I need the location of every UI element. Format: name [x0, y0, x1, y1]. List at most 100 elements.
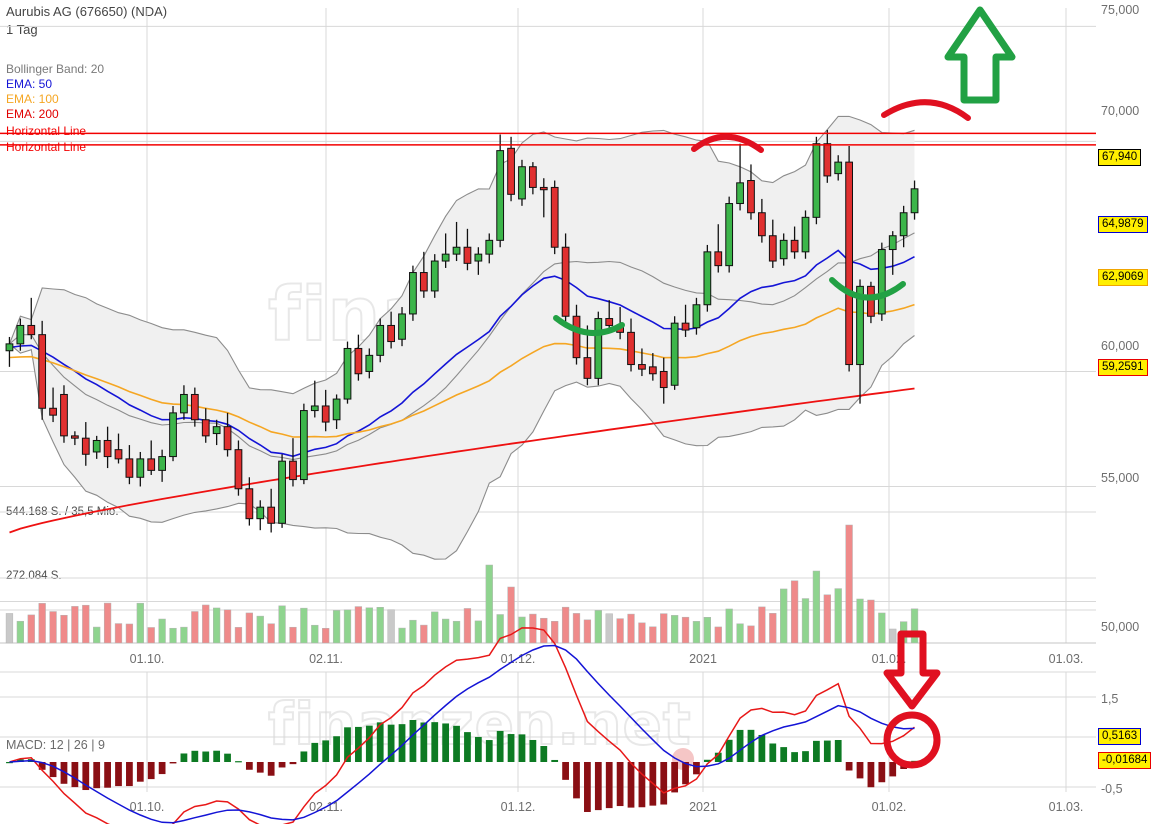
macd-histogram-bar [485, 740, 493, 762]
macd-histogram-bar [180, 753, 188, 762]
candle-body [256, 506, 265, 520]
volume-bar [703, 617, 711, 644]
volume-bar [561, 606, 570, 644]
macd-histogram-bar [791, 752, 798, 762]
volume-bar [889, 628, 897, 644]
volume-bar [387, 609, 395, 644]
candle-body [670, 322, 679, 386]
macd-histogram-bar [311, 742, 319, 762]
macd-histogram-bar [671, 762, 679, 793]
x-axis-tick-5: 01.03. [1048, 652, 1084, 666]
candle-body [201, 419, 210, 437]
macd-histogram-bar [202, 751, 210, 762]
volume-bar [616, 618, 624, 644]
candle-body [529, 166, 537, 188]
volume-bar [507, 586, 515, 644]
volume-bar [452, 620, 461, 644]
indicator-horizontal-line-2[interactable]: Horizontal Line [6, 140, 87, 154]
volume-bar [158, 618, 166, 644]
macd-histogram-bar [278, 762, 286, 768]
macd-histogram-bar [464, 732, 471, 762]
candle-body [430, 260, 439, 292]
macd-axis-tick-upper: 1,5 [1101, 692, 1119, 706]
candle-body [758, 212, 766, 237]
candle-body [125, 458, 134, 478]
candle-body [169, 412, 177, 458]
indicator-ema-200[interactable]: EMA: 200 [6, 107, 59, 121]
candle-body [910, 188, 919, 214]
volume-bar [474, 620, 482, 644]
macd-axis-tick-lower: -0,5 [1101, 782, 1123, 796]
candle-body [867, 285, 875, 317]
indicator-ema-100[interactable]: EMA: 100 [6, 92, 59, 106]
volume-bar [878, 612, 886, 644]
candle-body [834, 161, 843, 175]
volume-bar [5, 613, 14, 644]
candle-body [561, 246, 570, 317]
candle-body [496, 150, 505, 241]
candle-body [158, 456, 166, 471]
volume-bar [245, 612, 253, 644]
candle-body [92, 439, 101, 453]
volume-bar [736, 623, 744, 644]
macd-histogram-bar [355, 726, 362, 762]
candle-body [790, 239, 799, 253]
volume-bar [311, 624, 319, 644]
volume-bar [256, 615, 264, 644]
macd-histogram-bar [638, 762, 646, 808]
macd-histogram-bar [518, 734, 526, 762]
indicator-horizontal-line-1[interactable]: Horizontal Line [6, 124, 87, 138]
candle-body [398, 313, 406, 340]
macd-histogram-bar [387, 724, 395, 762]
y-axis-tick-70000: 70,000 [1101, 104, 1140, 118]
volume-label-mid: 272.084 S. [6, 570, 62, 582]
bollinger-band-fill [9, 116, 915, 560]
volume-bar [485, 564, 493, 644]
macd-histogram-bar [878, 762, 886, 783]
candle-body [136, 458, 145, 478]
macd-histogram [6, 719, 918, 812]
volume-bar [409, 619, 417, 644]
macd-histogram-bar [758, 734, 766, 762]
macd-histogram-bar [333, 736, 340, 762]
volume-bar [496, 614, 504, 644]
resistance-arc-2-annotation [881, 99, 971, 121]
macd-histogram-bar [845, 762, 853, 771]
candle-body [365, 354, 374, 372]
macd-histogram-bar [235, 761, 242, 763]
volume-bar [376, 607, 384, 644]
volume-bar [823, 594, 831, 644]
candle-body [245, 488, 254, 520]
candle-body [768, 235, 777, 262]
volume-bar [398, 627, 406, 644]
volume-bar [125, 623, 134, 644]
indicator-bollinger-band[interactable]: Bollinger Band: 20 [6, 62, 105, 76]
volume-bar [660, 613, 668, 644]
volume-bar [234, 627, 243, 644]
volume-bar [180, 626, 188, 644]
volume-bar [191, 611, 199, 644]
macd-crossover-circle [883, 711, 941, 769]
volume-bar [82, 604, 90, 644]
ema200-price-label: 59,2591 [1098, 359, 1148, 376]
macd-histogram-bar [867, 762, 875, 788]
volume-bar [93, 626, 101, 644]
candle-body [27, 324, 36, 336]
macd-histogram-bar [693, 762, 700, 775]
macd-histogram-bar [769, 743, 777, 762]
candle-body [419, 272, 428, 292]
candle-body [354, 347, 363, 375]
bollinger-lower-line [9, 335, 915, 560]
candle-body [877, 249, 886, 315]
candle-body [38, 334, 47, 409]
macd-histogram-bar [605, 762, 613, 809]
y-axis-tick-75000: 75,000 [1101, 3, 1140, 17]
volume-bar [60, 614, 68, 644]
indicator-ema-50[interactable]: EMA: 50 [6, 77, 53, 91]
macd-histogram-bar [736, 729, 744, 762]
macd-histogram-bar [191, 750, 199, 762]
candle-body [725, 203, 734, 267]
macd-histogram-bar [115, 762, 122, 787]
macd-histogram-bar [594, 762, 602, 811]
